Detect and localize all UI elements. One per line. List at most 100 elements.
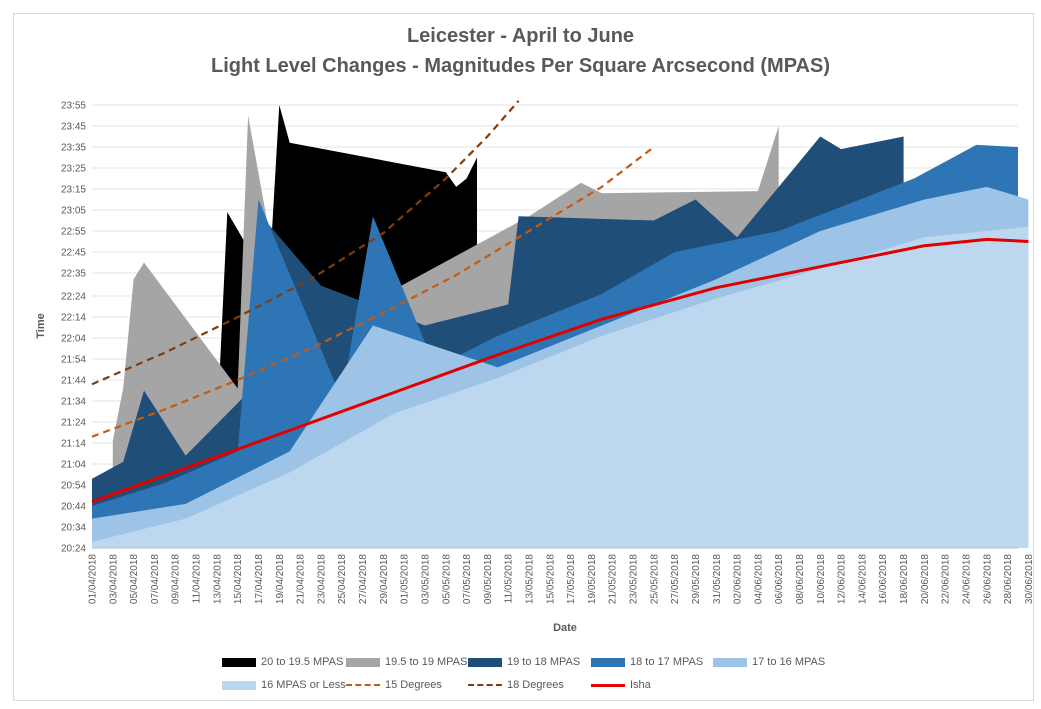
line-series-degrees-1	[91, 100, 520, 386]
legend-label: 17 to 16 MPAS	[752, 656, 826, 668]
y-tick-label: 21:44	[61, 376, 86, 387]
line-series-degrees-0	[91, 146, 655, 438]
y-tick-label: 22:45	[61, 247, 86, 258]
x-tick-label: 03/05/2018	[420, 554, 431, 604]
y-tick-label: 20:54	[61, 481, 86, 492]
x-tick-label: 07/05/2018	[462, 554, 473, 604]
legend-swatch	[346, 657, 380, 667]
y-tick-label: 20:34	[61, 523, 86, 534]
x-tick-label: 07/04/2018	[150, 554, 161, 604]
x-tick-label: 25/05/2018	[649, 554, 660, 604]
y-tick-label: 20:24	[61, 544, 86, 555]
x-axis-title: Date	[553, 622, 577, 634]
x-tick-label: 23/05/2018	[629, 554, 640, 604]
legend-label: 18 Degrees	[507, 679, 564, 691]
x-tick-label: 20/06/2018	[920, 554, 931, 604]
y-tick-label: 22:14	[61, 313, 86, 324]
legend-label: 19 to 18 MPAS	[507, 656, 581, 668]
y-tick-label: 21:24	[61, 418, 86, 429]
x-tick-label: 04/06/2018	[753, 554, 764, 604]
y-tick-label: 23:25	[61, 163, 86, 174]
y-tick-label: 21:04	[61, 460, 86, 471]
x-tick-label: 11/04/2018	[192, 554, 203, 604]
legend-item: 17 to 16 MPAS	[713, 655, 825, 669]
legend-item: 18 to 17 MPAS	[591, 655, 703, 669]
legend-swatch	[222, 657, 256, 667]
x-tick-label: 25/04/2018	[337, 554, 348, 604]
y-tick-label: 23:15	[61, 184, 86, 195]
x-tick-label: 13/05/2018	[524, 554, 535, 604]
legend-swatch	[468, 657, 502, 667]
x-tick-label: 14/06/2018	[857, 554, 868, 604]
x-tick-label: 27/04/2018	[358, 554, 369, 604]
y-tick-label: 23:35	[61, 142, 86, 153]
x-tick-label: 27/05/2018	[670, 554, 681, 604]
legend-label: 19.5 to 19 MPAS	[385, 656, 468, 668]
x-tick-label: 28/06/2018	[1003, 554, 1014, 604]
legend-item: 20 to 19.5 MPAS	[222, 655, 343, 669]
x-tick-label: 15/05/2018	[545, 554, 556, 604]
legend-item: Isha	[591, 678, 651, 692]
x-tick-label: 03/04/2018	[108, 554, 119, 604]
x-tick-label: 09/05/2018	[483, 554, 494, 604]
x-tick-label: 17/04/2018	[254, 554, 265, 604]
x-tick-label: 01/04/2018	[88, 554, 99, 604]
y-tick-label: 23:05	[61, 205, 86, 216]
x-tick-label: 19/04/2018	[275, 554, 286, 604]
legend-item: 19 to 18 MPAS	[468, 655, 580, 669]
legend-swatch	[222, 680, 256, 690]
x-tick-label: 10/06/2018	[816, 554, 827, 604]
y-tick-label: 22:24	[61, 292, 86, 303]
chart-subtitle: Light Level Changes - Magnitudes Per Squ…	[211, 55, 830, 77]
x-tick-label: 11/05/2018	[504, 554, 515, 604]
x-tick-label: 30/06/2018	[1024, 554, 1035, 604]
legend-label: 15 Degrees	[385, 679, 442, 691]
x-tick-label: 31/05/2018	[712, 554, 723, 604]
x-tick-label: 17/05/2018	[566, 554, 577, 604]
line-series-isha	[91, 237, 1029, 504]
x-tick-label: 15/04/2018	[233, 554, 244, 604]
legend-item: 15 Degrees	[346, 678, 442, 692]
x-tick-label: 29/04/2018	[379, 554, 390, 604]
legend-item: 19.5 to 19 MPAS	[346, 655, 467, 669]
legend-label: 18 to 17 MPAS	[630, 656, 704, 668]
legend-label: 16 MPAS or Less	[261, 679, 346, 691]
legend-label: 20 to 19.5 MPAS	[261, 656, 344, 668]
x-tick-label: 05/05/2018	[441, 554, 452, 604]
x-tick-label: 12/06/2018	[837, 554, 848, 604]
x-tick-label: 21/05/2018	[608, 554, 619, 604]
x-tick-label: 16/06/2018	[878, 554, 889, 604]
y-tick-label: 23:45	[61, 121, 86, 132]
x-tick-label: 08/06/2018	[795, 554, 806, 604]
x-tick-label: 09/04/2018	[171, 554, 182, 604]
legend-swatch	[468, 684, 502, 686]
x-tick-label: 18/06/2018	[899, 554, 910, 604]
legend-item: 16 MPAS or Less	[222, 678, 346, 692]
legend-label: Isha	[630, 679, 651, 691]
area-series-5	[92, 226, 1029, 549]
y-tick-label: 21:34	[61, 397, 86, 408]
y-tick-label: 22:35	[61, 268, 86, 279]
legend-swatch	[346, 684, 380, 686]
legend-swatch	[591, 657, 625, 667]
x-tick-label: 05/04/2018	[129, 554, 140, 604]
y-axis-title: Time	[35, 313, 47, 338]
y-tick-label: 21:54	[61, 355, 86, 366]
x-tick-label: 29/05/2018	[691, 554, 702, 604]
legend-item: 18 Degrees	[468, 678, 564, 692]
x-tick-label: 24/06/2018	[961, 554, 972, 604]
legend-swatch	[591, 683, 625, 687]
y-tick-label: 21:14	[61, 439, 86, 450]
x-tick-label: 06/06/2018	[774, 554, 785, 604]
x-tick-label: 19/05/2018	[587, 554, 598, 604]
x-tick-label: 22/06/2018	[941, 554, 952, 604]
x-tick-label: 02/06/2018	[733, 554, 744, 604]
y-tick-label: 20:44	[61, 502, 86, 513]
y-tick-label: 23:55	[61, 101, 86, 112]
legend-swatch	[713, 657, 747, 667]
x-tick-label: 01/05/2018	[400, 554, 411, 604]
y-tick-label: 22:55	[61, 226, 86, 237]
x-tick-label: 13/04/2018	[212, 554, 223, 604]
x-tick-label: 26/06/2018	[982, 554, 993, 604]
